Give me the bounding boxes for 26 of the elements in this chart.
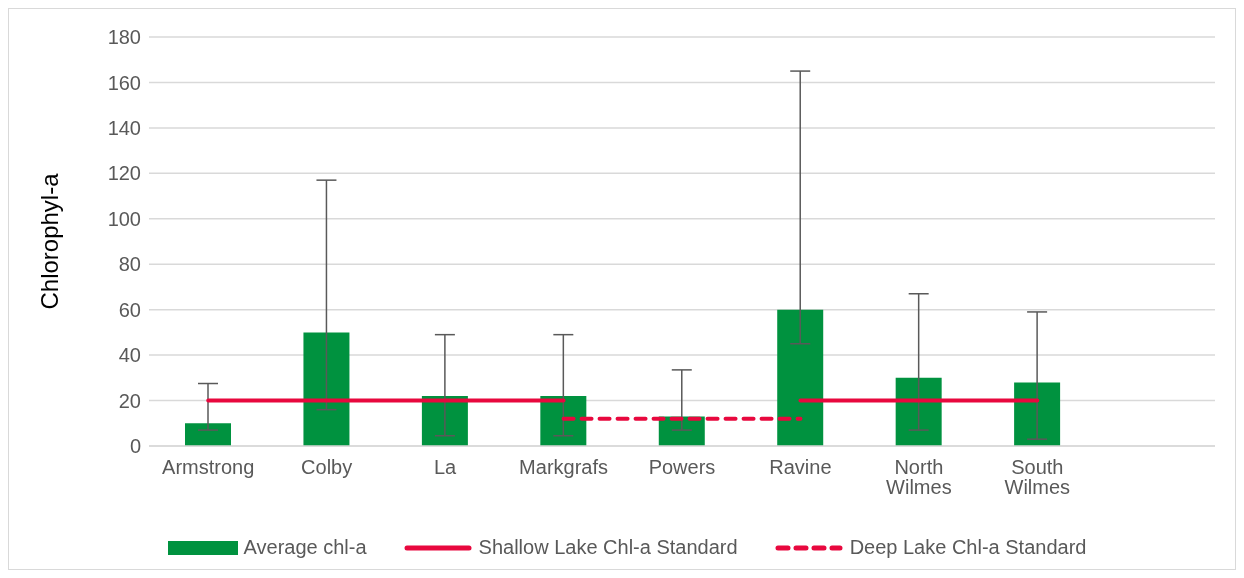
x-tick-label: Powers bbox=[648, 456, 716, 479]
legend-label: Shallow Lake Chl-a Standard bbox=[478, 536, 738, 559]
y-axis-title: Chlorophyl-a bbox=[35, 172, 63, 310]
x-tick-label: Markgrafs bbox=[519, 456, 609, 479]
y-tick-label: 160 bbox=[107, 71, 141, 94]
x-tick-label: North Wilmes bbox=[886, 456, 952, 499]
y-tick-label: 180 bbox=[107, 26, 141, 49]
y-tick-label: 60 bbox=[118, 298, 141, 321]
bar bbox=[303, 332, 350, 446]
y-tick-label: 140 bbox=[107, 116, 141, 139]
y-tick-label: 80 bbox=[118, 253, 141, 276]
y-tick-label: 0 bbox=[129, 435, 141, 458]
x-tick-label: Colby bbox=[301, 456, 353, 479]
bar bbox=[777, 309, 824, 446]
y-tick-label: 120 bbox=[107, 162, 141, 185]
y-tick-label: 100 bbox=[107, 207, 141, 230]
bar bbox=[185, 423, 231, 446]
y-tick-label: 20 bbox=[118, 389, 141, 412]
y-tick-label: 40 bbox=[118, 344, 141, 367]
x-tick-label: South Wilmes bbox=[1004, 456, 1071, 499]
legend-label: Average chl-a bbox=[243, 536, 367, 559]
bar bbox=[1014, 382, 1061, 446]
x-tick-label: Armstrong bbox=[162, 456, 255, 479]
x-tick-label: La bbox=[433, 456, 458, 479]
legend-label: Deep Lake Chl-a Standard bbox=[849, 536, 1087, 559]
x-tick-label: Ravine bbox=[769, 456, 832, 479]
